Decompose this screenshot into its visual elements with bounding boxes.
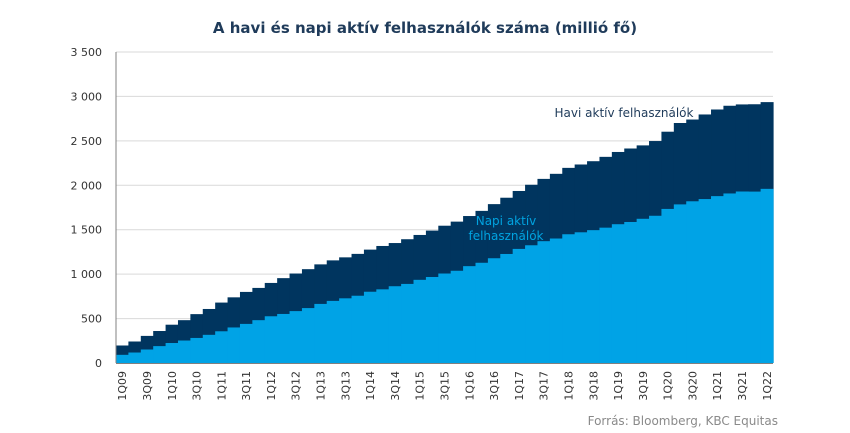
x-tick-label: 1Q18 [562,371,575,401]
daily-bar [636,218,650,363]
x-tick-label: 1Q22 [761,371,774,401]
daily-bar [537,241,551,363]
daily-bar [463,266,477,363]
x-tick-label: 3Q13 [339,371,352,401]
y-tick-label: 2 000 [71,179,103,192]
daily-bar [388,286,402,363]
x-tick-label: 1Q14 [364,371,377,401]
y-tick-label: 1 500 [71,224,103,237]
daily-bar [487,258,501,363]
daily-bar [264,316,278,363]
daily-bar [289,311,303,363]
daily-bar [438,273,452,363]
x-tick-label: 1Q09 [116,371,129,401]
x-tick-label: 1Q15 [414,371,427,401]
x-tick-label: 3Q09 [141,371,154,401]
daily-bar [376,289,390,363]
x-tick-label: 3Q20 [686,371,699,401]
annotation-daily-line1: Napi aktív [476,214,537,228]
x-tick-label: 3Q19 [637,371,650,401]
daily-bar [562,234,576,363]
daily-bar [140,349,154,363]
daily-bar [686,201,700,363]
y-tick-label: 3 000 [71,90,103,103]
annotation-monthly: Havi aktív felhasználók [555,106,694,120]
x-tick-label: 3Q15 [439,371,452,401]
x-tick-label: 3Q10 [191,371,204,401]
daily-bar [599,227,613,363]
series-daily [116,188,774,363]
daily-bar [128,352,142,363]
daily-bar [549,238,563,363]
x-tick-label: 3Q14 [389,371,402,401]
daily-bar [587,230,601,363]
daily-bar [301,308,315,363]
x-tick-label: 1Q12 [265,371,278,401]
daily-bar [475,262,489,363]
y-tick-label: 2 500 [71,135,103,148]
x-tick-label: 1Q16 [463,371,476,401]
y-tick-label: 0 [95,357,102,370]
daily-bar [574,232,588,363]
x-tick-label: 3Q18 [587,371,600,401]
daily-bar [363,291,377,363]
daily-bar [314,303,328,363]
daily-bar [190,337,204,363]
daily-bar [711,196,725,363]
daily-bar [227,327,241,363]
daily-bar [177,340,191,363]
daily-bar [735,191,749,363]
x-tick-label: 3Q21 [736,371,749,401]
daily-bar [512,248,526,363]
annotation-daily-line2: felhasználók [468,229,543,243]
x-tick-label: 3Q17 [538,371,551,401]
daily-bar [165,343,179,363]
daily-bar [351,295,365,363]
y-tick-label: 1 000 [71,268,103,281]
daily-bar [673,204,687,363]
daily-bar [760,188,774,363]
daily-bar [252,320,266,363]
x-tick-label: 1Q19 [612,371,625,401]
x-tick-label: 1Q21 [711,371,724,401]
daily-bar [339,298,353,363]
x-tick-label: 1Q13 [315,371,328,401]
daily-bar [661,208,675,363]
x-tick-label: 1Q17 [513,371,526,401]
daily-bar [326,300,340,363]
source-note: Forrás: Bloomberg, KBC Equitas [587,414,778,428]
daily-bar [624,221,638,363]
daily-bar [649,215,663,363]
daily-bar [698,199,712,363]
daily-bar [202,334,216,363]
x-tick-label: 3Q16 [488,371,501,401]
daily-bar [525,245,539,363]
daily-bar [425,276,439,363]
daily-bar [153,346,167,363]
daily-bar [401,283,415,363]
daily-bar [723,193,737,363]
x-tick-label: 1Q11 [215,371,228,401]
daily-bar [413,279,427,363]
daily-bar [500,253,514,363]
y-tick-label: 3 500 [71,46,103,59]
x-tick-label: 3Q11 [240,371,253,401]
x-tick-label: 1Q20 [662,371,675,401]
y-tick-label: 500 [81,313,102,326]
daily-bar [116,354,129,363]
daily-bar [277,313,291,363]
x-tick-label: 1Q10 [166,371,179,401]
daily-bar [239,323,253,363]
daily-bar [748,191,762,363]
daily-bar [215,331,229,363]
daily-bar [450,270,464,363]
daily-bar [611,224,625,363]
chart-title: A havi és napi aktív felhasználók száma … [212,19,638,37]
x-tick-label: 3Q12 [290,371,303,401]
